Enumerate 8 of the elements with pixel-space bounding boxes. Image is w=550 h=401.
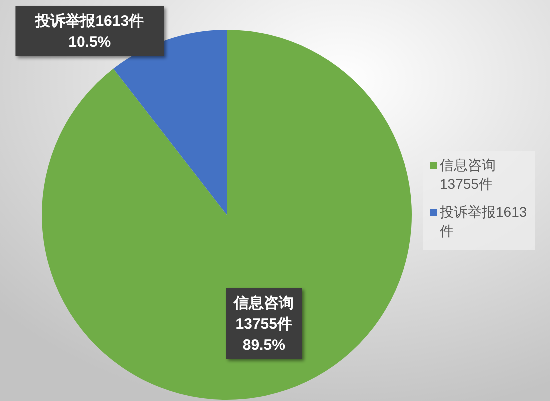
data-label: 10.5%: [68, 34, 112, 52]
data-label: 89.5%: [242, 337, 286, 354]
slice-label: 信息咨询13755件: [233, 295, 294, 334]
pie-slice: [114, 30, 227, 215]
legend-label: 投诉举报1613件: [439, 204, 528, 239]
legend-label: 信息咨询13755件: [440, 157, 496, 192]
pie-slice: [42, 30, 412, 400]
slice-label: 投诉举报1613件: [34, 12, 144, 30]
